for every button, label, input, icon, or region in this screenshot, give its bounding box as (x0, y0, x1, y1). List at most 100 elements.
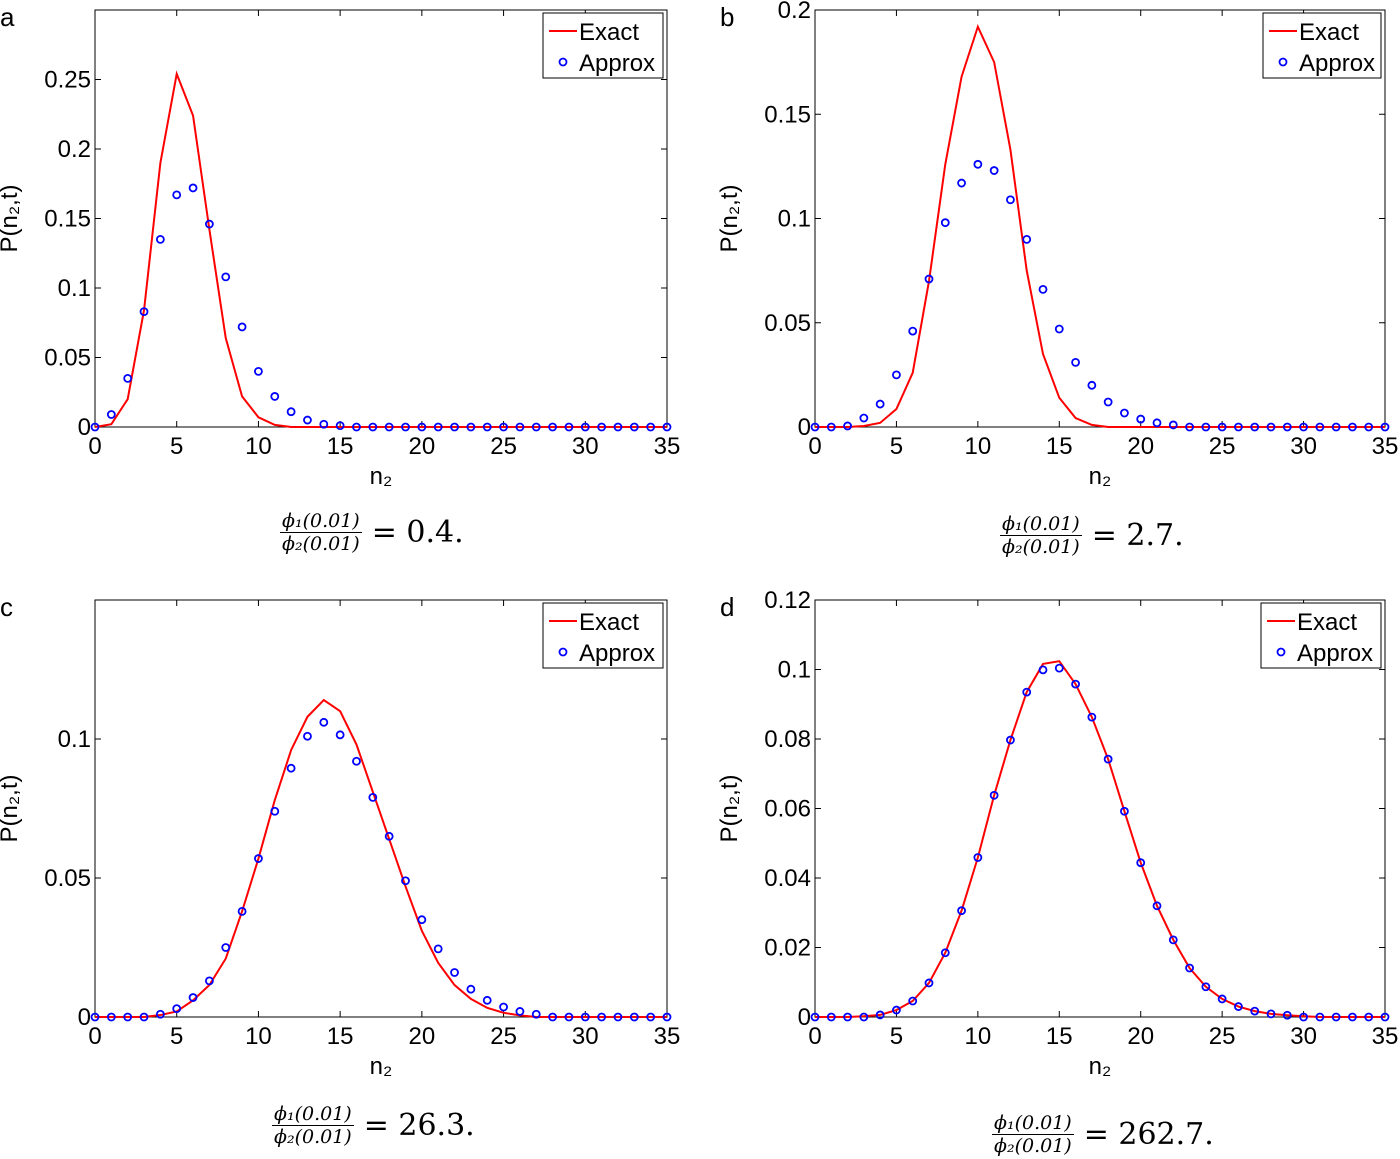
y-axis-label: P(n₂,t) (716, 775, 743, 843)
data-point-approx (1168, 420, 1178, 430)
y-tick-label: 0 (798, 1004, 811, 1031)
data-point-approx (1120, 408, 1129, 418)
data-point-approx (1006, 735, 1015, 745)
data-point-approx (303, 415, 312, 425)
data-point-approx (597, 422, 607, 432)
legend-entry: Exact (579, 609, 639, 636)
y-tick-label: 0.04 (764, 865, 811, 892)
legend-entry: Approx (579, 50, 655, 77)
legend-entry: Exact (579, 19, 639, 46)
x-tick-label: 35 (654, 1023, 681, 1050)
y-tick-label: 0.1 (58, 726, 91, 753)
data-point-approx (1087, 712, 1097, 722)
data-point-approx (1217, 422, 1227, 432)
data-point-approx (843, 1012, 852, 1022)
data-point-approx (384, 422, 394, 432)
data-point-approx (1103, 397, 1113, 407)
y-tick-label: 0 (78, 414, 91, 441)
x-tick-label: 25 (490, 433, 517, 460)
legend-circle-icon (558, 57, 568, 67)
caption-fraction: ϕ₁(0.01) ϕ₂(0.01) (992, 1112, 1074, 1157)
data-point-approx (973, 853, 983, 862)
data-point-approx (859, 1012, 869, 1022)
data-point-approx (1380, 1012, 1390, 1022)
caption-numerator: ϕ₁(0.01) (280, 510, 362, 533)
data-point-approx (303, 731, 312, 741)
data-point-approx (515, 1007, 525, 1016)
legend-entry: Approx (1299, 50, 1375, 77)
x-tick-label: 25 (490, 1023, 517, 1050)
legend-entry: Approx (579, 640, 655, 667)
y-tick-label: 0.2 (58, 136, 91, 163)
data-point-approx (940, 218, 950, 228)
data-point-approx (1054, 663, 1064, 673)
legend-entry: Approx (1297, 640, 1373, 667)
data-point-approx (221, 943, 231, 952)
data-point-approx (270, 392, 280, 401)
data-point-approx (892, 1005, 901, 1015)
x-tick-label: 30 (572, 433, 599, 460)
axes-box (94, 599, 668, 1018)
panel-d: d 0 5 10 15 20 25 30 35 0 0.02 0.04 0.06 0.08 0.1 0.12 n… (716, 587, 1398, 1080)
data-point-approx (1022, 687, 1032, 697)
data-point-approx (433, 422, 443, 432)
data-point-approx (613, 1012, 623, 1022)
data-point-approx (1315, 1012, 1325, 1022)
caption-fraction: ϕ₁(0.01) ϕ₂(0.01) (1000, 513, 1082, 558)
y-tick-label: 0.1 (58, 275, 91, 302)
x-tick-label: 25 (1209, 1023, 1236, 1050)
caption-value: = 2.7. (1091, 518, 1184, 553)
data-point-approx (1038, 665, 1048, 675)
y-tick-label: 0.06 (764, 796, 811, 823)
x-tick-label: 0 (88, 433, 101, 460)
data-point-approx (531, 1009, 541, 1019)
y-tick-label: 0.15 (44, 206, 91, 233)
data-point-approx (1315, 422, 1325, 432)
data-point-approx (1331, 422, 1341, 432)
data-point-approx (843, 421, 852, 431)
y-tick-label: 0.05 (44, 865, 91, 892)
data-point-approx (270, 806, 280, 816)
data-point-approx (1299, 422, 1308, 432)
data-point-approx (401, 876, 410, 886)
caption-numerator: ϕ₁(0.01) (992, 1112, 1074, 1135)
caption-value: = 26.3. (363, 1108, 475, 1143)
data-point-approx (1234, 422, 1243, 432)
data-point-approx (172, 1004, 182, 1014)
x-axis-label: n₂ (1089, 1053, 1112, 1080)
data-point-approx (1217, 994, 1227, 1004)
data-point-approx (826, 422, 836, 432)
data-point-approx (580, 1012, 590, 1022)
data-point-approx (319, 717, 329, 727)
x-tick-label: 10 (245, 433, 272, 460)
panel-caption: ϕ₁(0.01) ϕ₂(0.01) = 262.7. (992, 1112, 1214, 1157)
data-point-approx (613, 422, 623, 432)
axes-box (94, 9, 668, 428)
data-point-approx (352, 422, 361, 432)
caption-denominator: ϕ₂(0.01) (994, 1135, 1072, 1157)
data-point-approx (499, 422, 508, 432)
data-point-approx (188, 993, 198, 1002)
data-point-approx (1022, 234, 1032, 244)
data-point-approx (1299, 1012, 1308, 1022)
caption-denominator: ϕ₂(0.01) (1002, 536, 1080, 558)
legend-circle-icon (558, 647, 568, 657)
data-point-approx (352, 756, 361, 766)
data-point-approx (826, 1012, 836, 1022)
panel-caption: ϕ₁(0.01) ϕ₂(0.01) = 26.3. (272, 1103, 475, 1148)
x-tick-label: 35 (1372, 433, 1399, 460)
x-tick-label: 15 (327, 433, 354, 460)
data-point-approx (450, 968, 459, 977)
data-point-approx (237, 322, 247, 332)
y-tick-label: 0 (798, 414, 811, 441)
data-point-approx (254, 366, 263, 376)
axes-box (814, 9, 1386, 428)
data-point-approx (1282, 1010, 1292, 1020)
data-point-approx (1364, 1012, 1374, 1022)
data-point-approx (155, 1009, 165, 1019)
data-point-approx (940, 948, 950, 958)
data-point-approx (90, 1012, 100, 1022)
x-tick-label: 35 (1372, 1023, 1399, 1050)
